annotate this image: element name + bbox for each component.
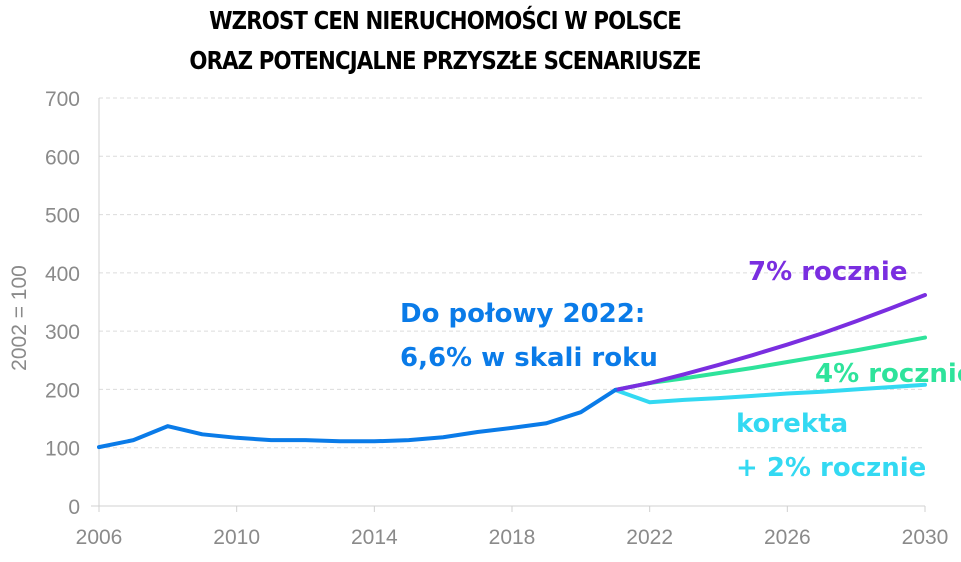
y-tick-label: 400: [45, 263, 80, 286]
y-tick-label: 0: [68, 496, 80, 519]
x-tick-label: 2022: [626, 526, 673, 549]
annotation-historical-1: Do połowy 2022:: [400, 299, 645, 329]
y-tick-label: 500: [45, 205, 80, 228]
y-tick-label: 100: [45, 438, 80, 461]
x-tick-label: 2030: [902, 526, 949, 549]
annotation-seven: 7% rocznie: [748, 257, 907, 287]
y-tick-label: 300: [45, 321, 80, 344]
y-axis-label: 2002 = 100: [8, 265, 31, 371]
annotation-four: 4% rocznie: [815, 359, 961, 389]
x-tick-label: 2010: [213, 526, 260, 549]
y-tick-label: 600: [45, 146, 80, 169]
chart-title-line-1: WZROST CEN NIERUCHOMOŚCI W POLSCE: [209, 6, 682, 35]
annotation-correction-2: + 2% rocznie: [736, 453, 926, 483]
x-tick-label: 2026: [764, 526, 811, 549]
y-tick-label: 200: [45, 379, 80, 402]
x-tick-label: 2018: [489, 526, 536, 549]
series-line-historical: [97, 388, 618, 450]
y-tick-label: 700: [45, 88, 80, 111]
x-tick-label: 2006: [76, 526, 123, 549]
annotation-correction-1: korekta: [736, 409, 848, 439]
series-line-seven: [613, 293, 927, 393]
chart-title-line-2: ORAZ POTENCJALNE PRZYSZŁE SCENARIUSZE: [189, 46, 701, 75]
annotation-historical-2: 6,6% w skali roku: [400, 343, 658, 373]
x-tick-label: 2014: [351, 526, 398, 549]
series-line-correction: [613, 382, 927, 405]
